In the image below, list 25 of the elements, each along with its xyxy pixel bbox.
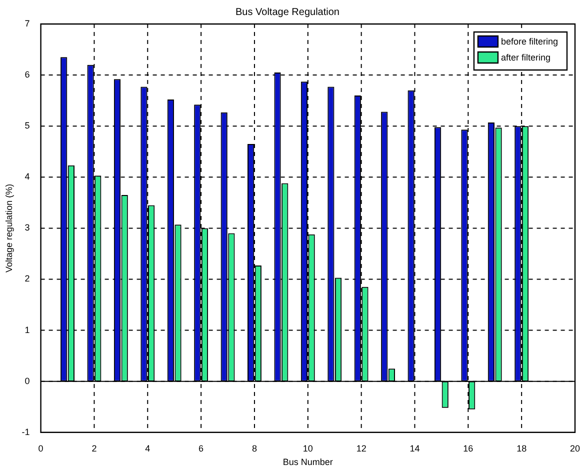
x-tick-label: 16 (463, 443, 474, 454)
x-tick-label: 6 (198, 443, 204, 454)
y-axis-title: Voltage regulation (%) (4, 184, 14, 272)
y-tick-label: 2 (24, 274, 30, 284)
x-tick-label: 2 (92, 443, 97, 454)
x-tick-label: 18 (516, 443, 527, 454)
legend-label: before filtering (500, 36, 558, 46)
y-tick-label: 1 (24, 324, 30, 335)
x-tick-label: 20 (570, 443, 580, 454)
x-tick-label: 10 (302, 443, 313, 454)
x-tick-label: 0 (38, 443, 44, 454)
y-tick-label: 4 (24, 172, 30, 182)
y-tick-label: 7 (24, 18, 30, 28)
legend-label: after filtering (500, 52, 550, 62)
x-tick-label: 12 (356, 443, 366, 454)
x-tick-label: 4 (145, 443, 150, 454)
y-tick-label: 3 (24, 222, 30, 233)
y-tick-label: 5 (24, 120, 30, 131)
y-tick-label: 0 (24, 376, 30, 386)
y-tick-label: 6 (24, 70, 30, 80)
x-axis-title: Bus Number (282, 457, 333, 468)
chart-title: Bus Voltage Regulation (236, 6, 340, 18)
y-tick-label: -1 (22, 426, 30, 437)
x-tick-label: 14 (410, 443, 420, 454)
x-tick-label: 8 (252, 443, 257, 454)
